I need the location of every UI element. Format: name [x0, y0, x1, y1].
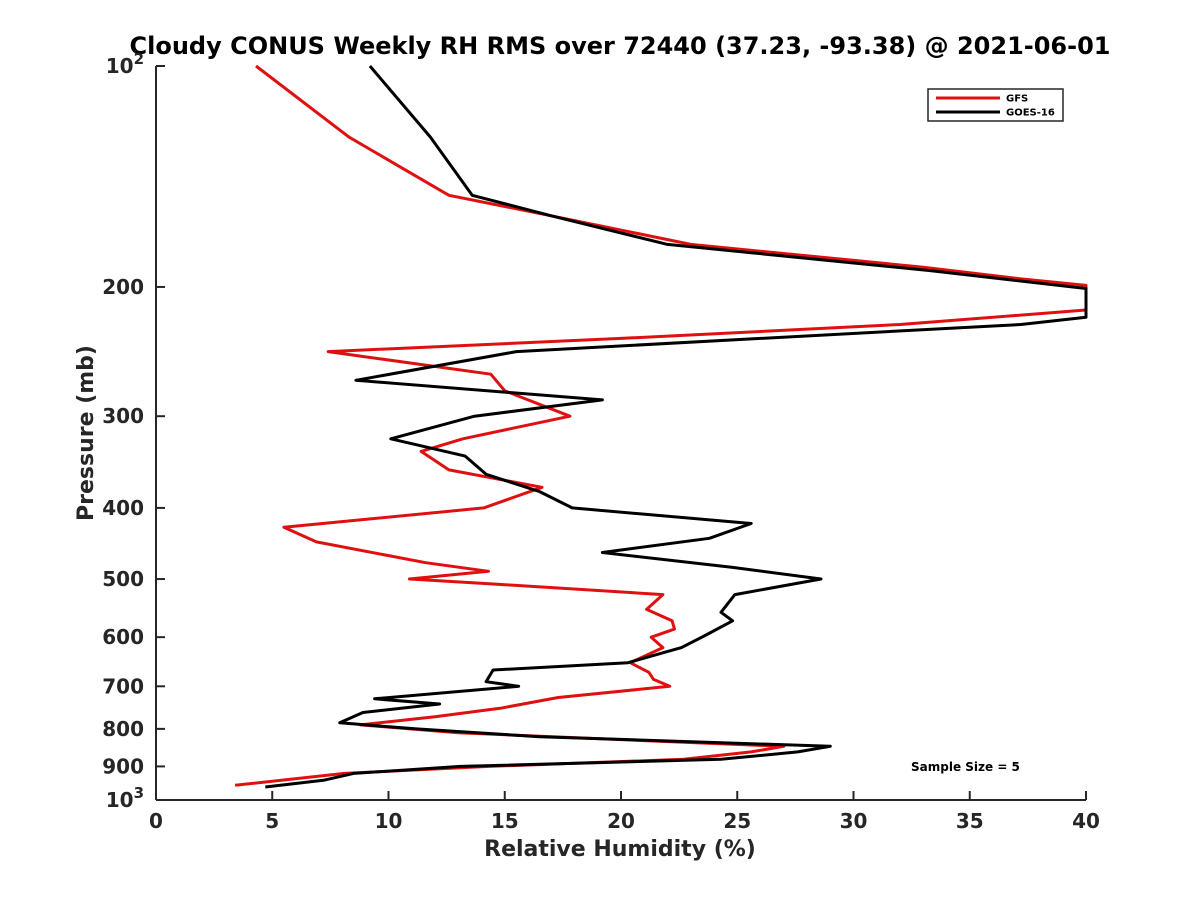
- x-tick-label: 25: [723, 809, 751, 833]
- y-tick-label: 500: [102, 567, 144, 591]
- axes-layer: 0 5 10 15 20 25 30 35 40 102 200 300 400 500 600 700 800…: [102, 50, 1100, 833]
- series-line-goes-16: [265, 65, 1088, 789]
- y-tick-label: 700: [102, 674, 144, 698]
- legend: GFS GOES-16: [927, 88, 1064, 122]
- y-tick-label: 200: [102, 275, 144, 299]
- x-tick-label: 40: [1072, 809, 1100, 833]
- x-tick-label: 15: [491, 809, 519, 833]
- y-tick-label: 600: [102, 625, 144, 649]
- y-tick-label: 900: [102, 754, 144, 778]
- y-tick-label: 400: [102, 496, 144, 520]
- x-tick-label: 30: [840, 809, 868, 833]
- y-tick-label: 800: [102, 717, 144, 741]
- y-tick-label: 300: [102, 404, 144, 428]
- y-tick-label: 103: [106, 784, 144, 812]
- y-axis-label: Pressure (mb): [74, 345, 99, 521]
- x-axis-label: Relative Humidity (%): [484, 837, 756, 862]
- chart-title: Cloudy CONUS Weekly RH RMS over 72440 (3…: [130, 32, 1111, 60]
- x-tick-label: 0: [149, 809, 163, 833]
- series-layer: [234, 64, 1088, 789]
- legend-box: [927, 88, 1064, 122]
- x-tick-label: 35: [956, 809, 984, 833]
- x-tick-label: 10: [375, 809, 403, 833]
- legend-entry: GFS: [1006, 94, 1028, 105]
- legend-entry: GOES-16: [1006, 108, 1055, 119]
- y-tick-label: 102: [106, 50, 144, 78]
- x-tick-label: 20: [607, 809, 635, 833]
- x-tick-label: 5: [265, 809, 279, 833]
- sample-size-annotation: Sample Size = 5: [911, 760, 1020, 774]
